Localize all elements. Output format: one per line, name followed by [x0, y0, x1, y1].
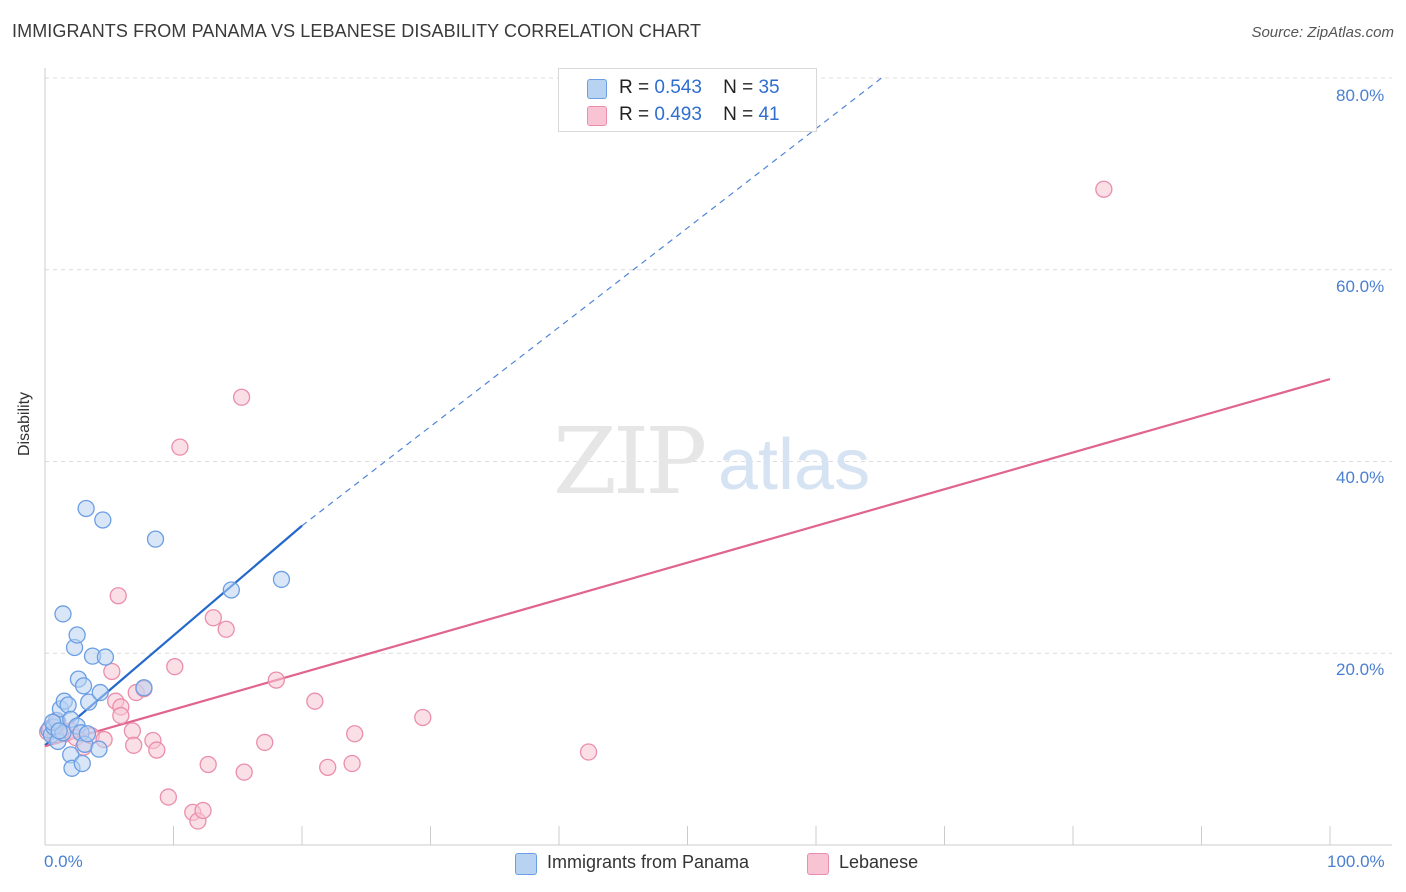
- scatter-point-lebanese: [343, 754, 361, 773]
- y-tick-label: 20.0%: [1336, 660, 1385, 679]
- scatter-point-panama: [50, 722, 68, 740]
- series-legend-swatch-lebanese: [807, 853, 829, 875]
- scatter-point-lebanese: [232, 388, 251, 406]
- scatter-point-lebanese: [1095, 180, 1113, 198]
- scatter-point-lebanese: [112, 706, 130, 725]
- y-tick-label: 80.0%: [1336, 86, 1385, 105]
- x-tick-label-min: 0.0%: [44, 852, 83, 871]
- scatter-point-panama: [222, 581, 240, 599]
- stats-legend: R = 0.543 N = 35 R = 0.493 N = 41: [558, 68, 817, 132]
- watermark: ZIP atlas: [553, 408, 870, 515]
- series-legend-label-panama: Immigrants from Panama: [547, 852, 750, 872]
- scatter-point-lebanese: [171, 438, 189, 456]
- scatter-point-panama: [135, 679, 153, 697]
- scatter-point-panama: [94, 511, 112, 529]
- scatter-point-lebanese: [579, 743, 598, 761]
- scatter-point-panama: [54, 605, 72, 623]
- scatter-point-panama: [90, 740, 108, 758]
- scatter-point-panama: [146, 530, 165, 548]
- scatter-point-lebanese: [148, 741, 166, 759]
- scatter-point-lebanese: [199, 755, 217, 774]
- legend-n-value-lebanese: 41: [758, 104, 780, 125]
- legend-n-label: N =: [723, 104, 754, 125]
- legend-r-value-panama: 0.543: [654, 77, 702, 98]
- scatter-point-lebanese: [109, 587, 127, 605]
- scatter-point-lebanese: [159, 788, 178, 806]
- watermark-zip: ZIP: [553, 408, 704, 515]
- scatter-point-lebanese: [103, 662, 121, 681]
- scatter-point-lebanese: [235, 763, 253, 781]
- scatter-point-panama: [272, 570, 291, 589]
- legend-n-label: N =: [723, 77, 754, 98]
- series-legend-label-lebanese: Lebanese: [839, 852, 919, 872]
- y-axis-label: Disability: [16, 391, 33, 456]
- trend-line-solid: [44, 377, 1331, 748]
- scatter-point-panama: [96, 648, 115, 666]
- scatter-point-lebanese: [319, 758, 337, 776]
- legend-swatch-panama: [587, 79, 607, 99]
- x-tick-label-max: 100.0%: [1327, 852, 1385, 871]
- source-label: Source: ZipAtlas.com: [1251, 24, 1394, 41]
- y-tick-label: 60.0%: [1336, 277, 1385, 296]
- legend-n-value-panama: 35: [758, 77, 780, 98]
- legend-r-label: R =: [619, 104, 650, 125]
- scatter-point-lebanese: [346, 725, 364, 743]
- scatter-point-panama: [68, 626, 86, 644]
- chart-title: IMMIGRANTS FROM PANAMA VS LEBANESE DISAB…: [12, 21, 702, 41]
- scatter-point-panama: [78, 725, 97, 743]
- scatter-point-panama: [77, 499, 95, 518]
- scatter-point-lebanese: [217, 620, 235, 638]
- scatter-point-lebanese: [125, 736, 143, 754]
- watermark-atlas: atlas: [718, 425, 870, 505]
- trend-line-dashed: [301, 77, 882, 527]
- scatter-point-panama: [73, 754, 91, 773]
- legend-r-label: R =: [619, 77, 650, 98]
- scatter-point-lebanese: [256, 733, 274, 752]
- legend-r-value-lebanese: 0.493: [654, 104, 702, 125]
- series-legend-swatch-panama: [515, 853, 537, 875]
- scatter-point-panama: [74, 677, 93, 695]
- scatter-point-panama: [91, 683, 109, 702]
- legend-swatch-lebanese: [587, 106, 607, 126]
- scatter-point-lebanese: [204, 609, 222, 627]
- scatter-point-panama: [80, 693, 98, 711]
- scatter-point-lebanese: [194, 801, 212, 820]
- scatter-point-panama: [59, 696, 77, 714]
- scatter-point-lebanese: [123, 722, 142, 740]
- y-tick-label: 40.0%: [1336, 468, 1385, 487]
- scatter-point-lebanese: [267, 671, 285, 689]
- scatter-point-lebanese: [166, 658, 184, 676]
- scatter-point-lebanese: [306, 692, 324, 710]
- scatter-point-lebanese: [414, 708, 432, 727]
